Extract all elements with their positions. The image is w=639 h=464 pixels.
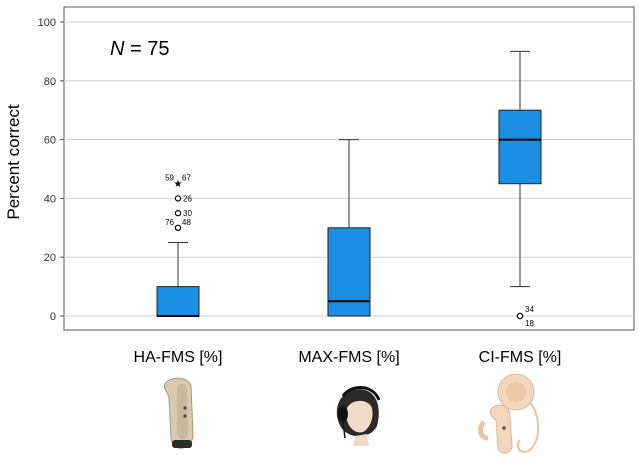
y-axis-ticks: 0 20 40 60 80 100 xyxy=(38,17,64,323)
outlier-label: 18 xyxy=(525,319,534,328)
outlier-circle xyxy=(516,312,524,320)
outlier-label: 67 xyxy=(182,174,191,183)
y-tick-label-20: 20 xyxy=(44,252,56,264)
outlier-circle xyxy=(174,224,182,231)
outlier-label: 59 xyxy=(165,174,174,183)
sample-size-n: N xyxy=(110,38,125,60)
outlier-label: 26 xyxy=(183,194,192,203)
category-label-3: CI-FMS [%] xyxy=(479,349,562,366)
iqr-box xyxy=(156,286,200,317)
outlier-label: 76 xyxy=(165,218,174,227)
hearing-aid-icon xyxy=(164,377,194,449)
category-label-1: HA-FMS [%] xyxy=(134,349,223,366)
box-2 xyxy=(327,139,371,317)
outlier-label: 34 xyxy=(525,305,534,314)
y-tick-label-0: 0 xyxy=(50,311,56,323)
y-tick-label-80: 80 xyxy=(44,76,56,88)
box-3: 34 18 xyxy=(498,50,542,328)
outlier-label: 30 xyxy=(183,209,192,218)
iqr-box xyxy=(327,227,371,317)
cochlear-implant-icon xyxy=(478,373,540,454)
outlier-circle xyxy=(174,195,182,202)
outlier-label: 48 xyxy=(182,218,191,227)
y-tick-label-40: 40 xyxy=(44,193,56,205)
sample-size-value: = 75 xyxy=(124,38,169,60)
headphones-person-icon xyxy=(336,386,381,446)
category-label-2: MAX-FMS [%] xyxy=(298,349,399,366)
outlier-circle xyxy=(174,209,182,217)
y-tick-label-60: 60 xyxy=(44,135,56,147)
sample-size-annotation: N = 75 xyxy=(110,38,170,60)
y-axis-label: Percent correct xyxy=(4,104,23,220)
category-labels: HA-FMS [%] MAX-FMS [%] CI-FMS [%] xyxy=(134,349,562,366)
iqr-box xyxy=(498,109,542,185)
y-tick-label-100: 100 xyxy=(38,17,56,29)
outlier-star: ★ xyxy=(174,179,183,190)
